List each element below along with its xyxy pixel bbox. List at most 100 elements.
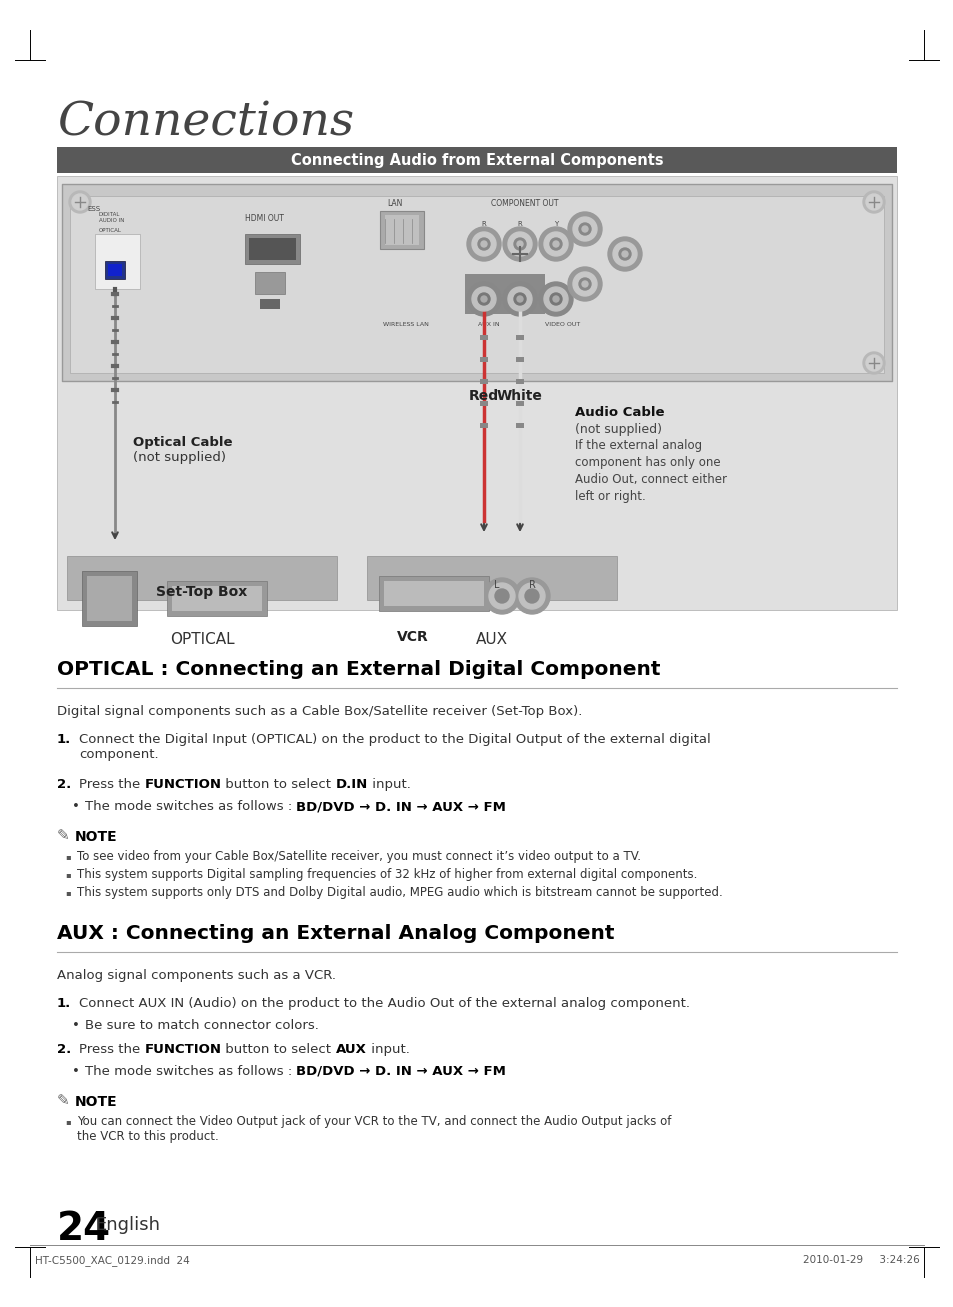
Text: Optical Cable: Optical Cable	[132, 437, 233, 450]
Text: ▪: ▪	[65, 887, 71, 897]
Text: R: R	[481, 221, 486, 227]
Circle shape	[550, 238, 561, 250]
Text: Connect AUX IN (Audio) on the product to the Audio Out of the external analog co: Connect AUX IN (Audio) on the product to…	[79, 997, 689, 1010]
Text: Press the: Press the	[79, 1043, 144, 1056]
Text: BD/DVD → D. IN → AUX → FM: BD/DVD → D. IN → AUX → FM	[296, 1065, 506, 1078]
Circle shape	[865, 356, 882, 371]
Circle shape	[518, 583, 544, 609]
Circle shape	[538, 227, 573, 261]
Circle shape	[480, 295, 486, 302]
Bar	[70, 196, 883, 372]
Text: Red: Red	[469, 389, 498, 403]
Text: (not supplied): (not supplied)	[575, 423, 661, 437]
Bar	[249, 238, 295, 260]
Text: AUX : Connecting an External Analog Component: AUX : Connecting an External Analog Comp…	[57, 924, 614, 942]
Text: VIDEO OUT: VIDEO OUT	[544, 322, 579, 327]
Text: 24: 24	[57, 1210, 111, 1248]
Text: ▪: ▪	[65, 852, 71, 861]
Text: WIRELESS LAN: WIRELESS LAN	[382, 322, 429, 327]
Circle shape	[550, 293, 561, 305]
Text: 1.: 1.	[57, 997, 71, 1010]
Text: FUNCTION: FUNCTION	[144, 1043, 221, 1056]
Text: button to select: button to select	[221, 778, 335, 791]
Text: White: White	[497, 389, 542, 403]
Bar	[379, 210, 423, 250]
Circle shape	[618, 248, 630, 260]
Text: Audio Cable: Audio Cable	[575, 406, 664, 420]
Circle shape	[502, 227, 537, 261]
Text: Connecting Audio from External Components: Connecting Audio from External Component…	[291, 153, 662, 169]
Text: •: •	[71, 1065, 80, 1078]
Bar	[378, 576, 489, 610]
Circle shape	[573, 272, 597, 295]
Circle shape	[480, 240, 486, 247]
Circle shape	[543, 233, 567, 256]
Text: 2.: 2.	[57, 1043, 71, 1056]
Bar	[516, 357, 523, 362]
Bar	[57, 146, 896, 173]
Circle shape	[543, 288, 567, 311]
Bar	[167, 582, 267, 616]
Circle shape	[517, 240, 522, 247]
Text: ✎: ✎	[57, 829, 70, 843]
Bar	[82, 571, 137, 626]
Text: LAN: LAN	[387, 199, 402, 208]
Text: NOTE: NOTE	[75, 1095, 117, 1110]
Bar	[385, 214, 418, 244]
Bar	[479, 379, 488, 384]
Circle shape	[489, 583, 515, 609]
Bar	[172, 586, 262, 610]
Text: AUX IN: AUX IN	[477, 322, 499, 327]
Text: This system supports Digital sampling frequencies of 32 kHz of higher from exter: This system supports Digital sampling fr…	[77, 868, 697, 881]
Text: DIDITAL
AUDIO IN: DIDITAL AUDIO IN	[99, 212, 124, 222]
Text: •: •	[71, 1019, 80, 1033]
Circle shape	[507, 288, 532, 311]
Circle shape	[862, 191, 884, 213]
Text: R: R	[517, 221, 522, 227]
Circle shape	[502, 282, 537, 316]
Bar	[245, 234, 299, 264]
Circle shape	[578, 223, 590, 235]
Text: Set-Top Box: Set-Top Box	[156, 586, 248, 599]
Text: NOTE: NOTE	[75, 830, 117, 844]
Circle shape	[517, 295, 522, 302]
Bar	[479, 401, 488, 406]
Circle shape	[483, 578, 519, 614]
Text: 2.: 2.	[57, 778, 71, 791]
Text: English: English	[95, 1216, 160, 1234]
Text: The mode switches as follows :: The mode switches as follows :	[85, 800, 296, 813]
Bar	[260, 299, 280, 308]
Circle shape	[477, 293, 490, 305]
Bar	[67, 555, 336, 600]
Bar	[384, 582, 483, 606]
Circle shape	[553, 295, 558, 302]
Bar	[367, 555, 617, 600]
Bar	[108, 264, 122, 276]
Text: button to select: button to select	[221, 1043, 335, 1056]
Circle shape	[69, 191, 91, 213]
Circle shape	[581, 226, 587, 233]
Text: D.IN: D.IN	[335, 778, 368, 791]
Text: input.: input.	[366, 1043, 409, 1056]
Text: ESS: ESS	[87, 207, 100, 212]
Text: Press the: Press the	[79, 778, 144, 791]
Bar	[479, 357, 488, 362]
Circle shape	[71, 193, 88, 210]
Circle shape	[477, 238, 490, 250]
Circle shape	[567, 212, 601, 246]
Circle shape	[495, 589, 509, 603]
Circle shape	[467, 227, 500, 261]
Circle shape	[514, 578, 550, 614]
Bar	[87, 576, 132, 621]
Bar	[62, 184, 891, 382]
Bar	[516, 335, 523, 340]
Text: ✎: ✎	[57, 1093, 70, 1108]
Bar	[479, 335, 488, 340]
Circle shape	[573, 217, 597, 240]
Circle shape	[467, 282, 500, 316]
Text: OPTICAL: OPTICAL	[170, 633, 234, 647]
Text: Y: Y	[554, 221, 558, 227]
Text: •: •	[71, 800, 80, 813]
Circle shape	[538, 282, 573, 316]
Circle shape	[607, 237, 641, 271]
